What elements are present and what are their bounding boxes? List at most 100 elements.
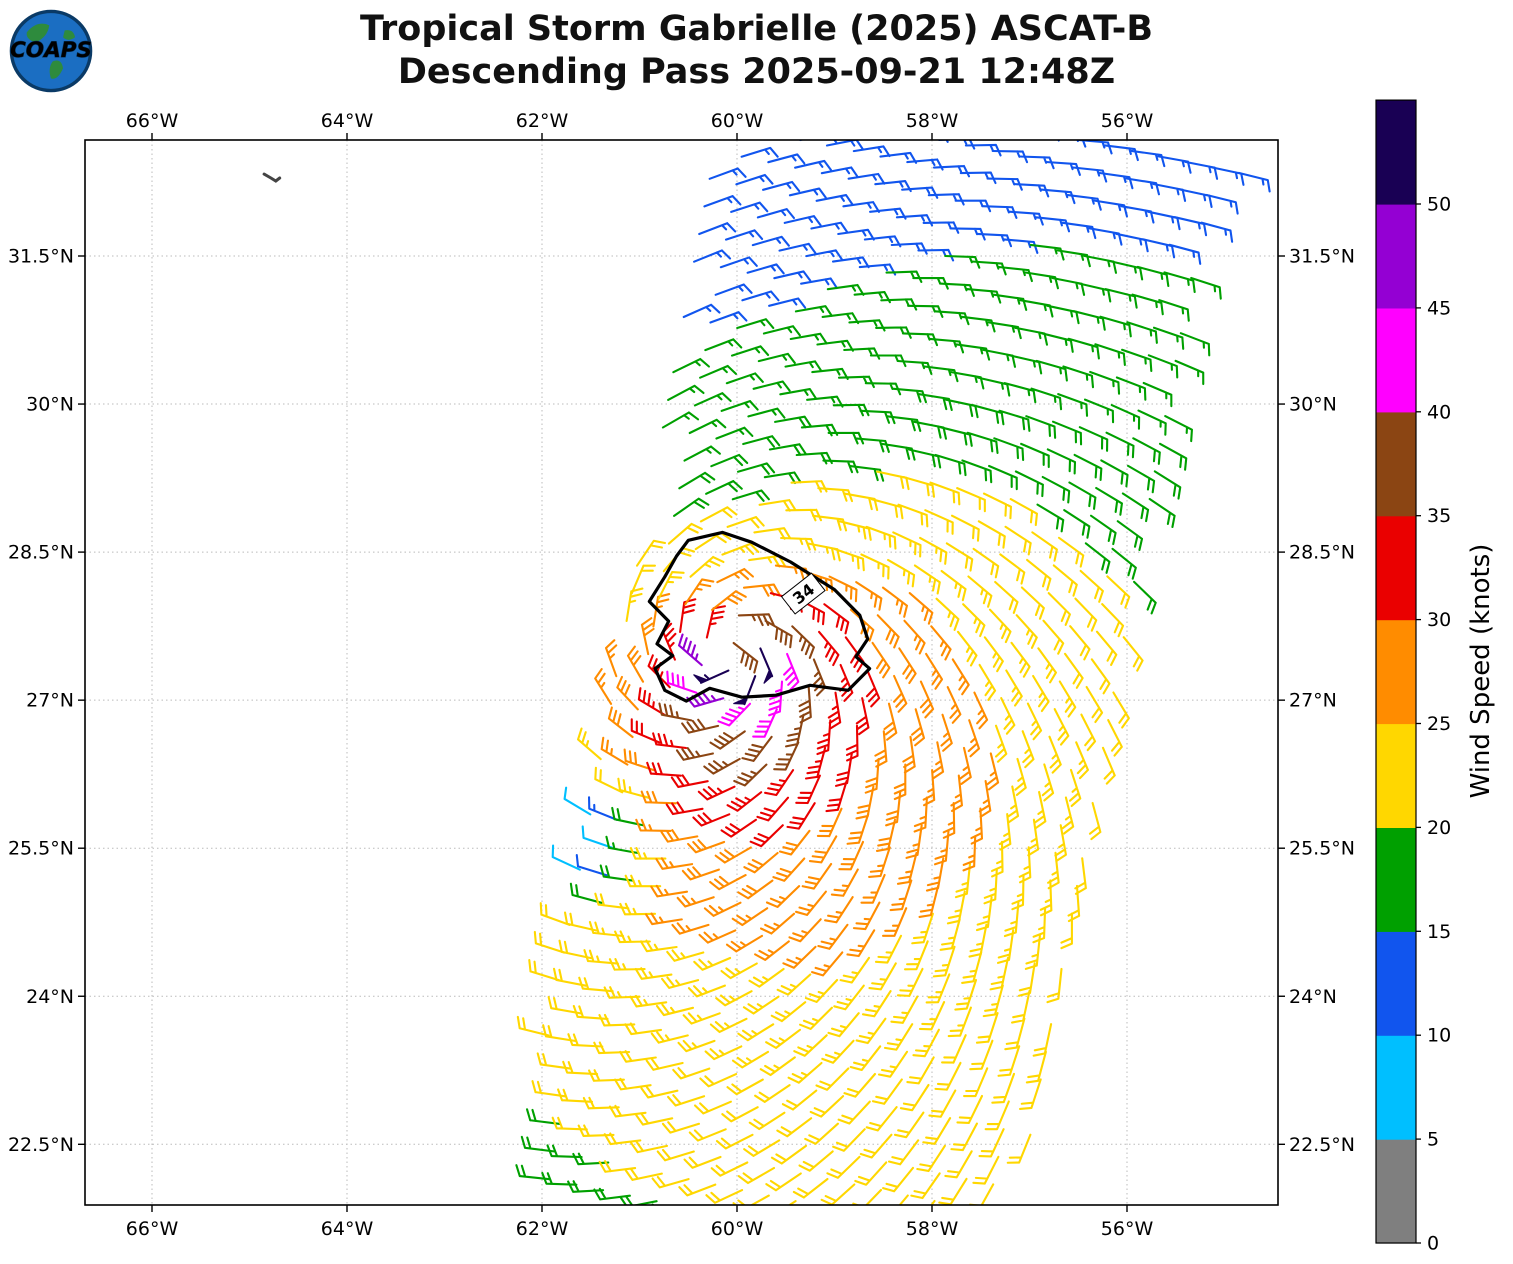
wind-barb: [790, 480, 828, 493]
wind-barb: [874, 730, 888, 768]
wind-barb: [1073, 453, 1103, 481]
wind-barb: [820, 166, 859, 178]
wind-barb: [902, 735, 916, 774]
wind-barb: [676, 895, 715, 908]
wind-barb: [839, 663, 854, 702]
barb-staff: [1020, 442, 1050, 469]
wind-barb: [806, 395, 844, 408]
wind-barb: [736, 318, 775, 330]
barb-staff: [770, 1144, 808, 1165]
wind-barb: [785, 713, 805, 748]
wind-barb: [733, 763, 768, 787]
barb-staff: [587, 796, 619, 821]
wind-barb: [793, 1034, 828, 1057]
barb-staff: [1116, 520, 1144, 552]
wind-barb: [837, 1100, 871, 1125]
wind-barb: [608, 958, 646, 971]
barb-staff: [1032, 674, 1050, 713]
wind-barb: [885, 791, 902, 827]
colorbar: 0 5 10 15 20 25 30 35 40 45 50 Wind Speed (knots): [1375, 99, 1496, 1255]
wind-barb: [1003, 901, 1020, 938]
barb-staff: [630, 1140, 669, 1154]
barb-staff: [1062, 365, 1095, 389]
wind-barb: [1126, 321, 1158, 344]
wind-barb: [720, 818, 758, 838]
wind-barb: [1147, 354, 1179, 379]
wind-barb: [667, 522, 703, 545]
barb-staff: [577, 1124, 615, 1137]
y-tick-label-right: 30°N: [1289, 394, 1337, 416]
barb-staff: [966, 1183, 995, 1205]
wind-barb: [719, 256, 758, 269]
wind-barb: [611, 806, 645, 827]
barb-staff: [994, 580, 1019, 614]
wind-barb: [1084, 542, 1111, 574]
wind-barb: [619, 902, 657, 916]
wind-barb: [837, 375, 875, 389]
barb-staff: [687, 839, 726, 854]
barb-staff: [697, 785, 736, 801]
wind-barb: [1178, 188, 1213, 208]
barb-staff: [796, 597, 826, 626]
barb-staff: [732, 641, 759, 674]
barb-staff: [903, 940, 929, 971]
barb-staff: [611, 806, 645, 827]
wind-barb: [1179, 332, 1211, 357]
wind-barb: [630, 718, 661, 744]
wind-barb: [652, 732, 688, 750]
barb-staff: [542, 1024, 577, 1043]
wind-barb: [799, 1006, 833, 1030]
barb-staff: [726, 1078, 764, 1096]
barb-staff: [651, 1175, 690, 1189]
barb-staff: [788, 187, 827, 199]
barb-staff: [759, 1056, 796, 1077]
wind-barb: [754, 1084, 791, 1103]
barb-staff: [598, 1160, 637, 1173]
barb-staff: [572, 1152, 610, 1166]
barb-staff: [859, 1133, 893, 1159]
wind-barb: [966, 431, 999, 454]
wind-barb: [934, 453, 967, 477]
wind-barb: [693, 669, 730, 684]
barb-staff: [731, 1050, 770, 1069]
barb-staff: [972, 1155, 1000, 1185]
barb-staff: [617, 777, 651, 799]
barb-staff: [1112, 691, 1130, 729]
barb-staff: [1075, 741, 1089, 780]
barb-staff: [794, 305, 833, 317]
barb-staff: [1158, 442, 1188, 471]
barb-staff: [849, 465, 885, 482]
barb-staff: [758, 499, 797, 512]
wind-barb: [577, 727, 602, 761]
y-tick-label-right: 24°N: [1289, 986, 1337, 1008]
barb-staff: [1101, 746, 1116, 785]
wind-barb: [990, 840, 1004, 878]
wind-barb: [922, 1117, 952, 1145]
barb-staff: [693, 1100, 732, 1115]
barb-staff: [578, 976, 614, 993]
wind-barb: [966, 1183, 995, 1205]
barb-staff: [551, 844, 581, 871]
barb-staff: [978, 1128, 1005, 1158]
barb-pennant: [693, 674, 709, 684]
barb-staff: [778, 829, 811, 856]
wind-barb: [999, 553, 1026, 585]
wind-barb: [963, 1067, 989, 1098]
barb-staff: [799, 140, 838, 144]
barb-staff: [833, 984, 865, 1011]
barb-staff: [1095, 630, 1118, 666]
wind-barb: [720, 962, 758, 980]
wind-barb: [1002, 238, 1039, 254]
wind-barb: [786, 802, 816, 830]
wind-barb: [1164, 415, 1193, 443]
wind-barb: [1048, 735, 1062, 774]
barb-staff: [778, 242, 817, 255]
barb-staff: [939, 426, 973, 447]
barb-staff: [860, 873, 886, 904]
barb-staff: [804, 746, 827, 780]
wind-barb: [1047, 851, 1060, 890]
barb-staff: [806, 395, 844, 408]
wind-barb: [855, 697, 870, 736]
wind-barb: [951, 658, 970, 696]
coaps-logo-text: COAPS: [10, 38, 92, 63]
